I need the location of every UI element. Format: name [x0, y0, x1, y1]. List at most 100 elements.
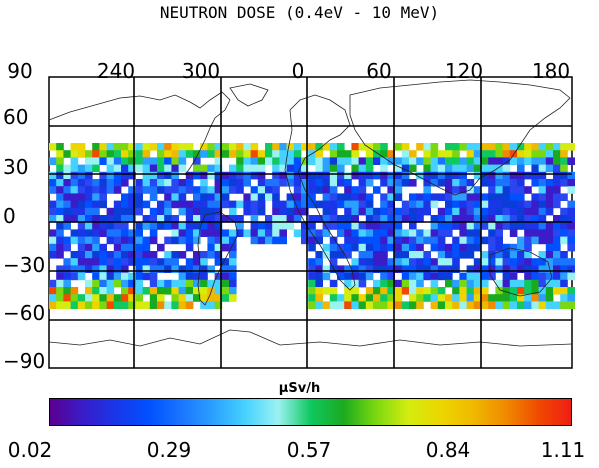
- dose-pixel: [178, 279, 187, 288]
- dose-pixel: [488, 186, 496, 194]
- dose-pixel: [207, 294, 215, 302]
- dose-pixel: [286, 143, 295, 151]
- dose-pixel: [344, 243, 352, 252]
- dose-pixel: [481, 236, 489, 245]
- dose-pixel: [128, 272, 136, 281]
- dose-pixel: [409, 258, 417, 266]
- dose-pixel: [308, 279, 316, 288]
- dose-pixel: [452, 150, 460, 158]
- dose-pixel: [509, 179, 518, 187]
- dose-pixel: [365, 251, 374, 259]
- dose-pixel: [157, 222, 165, 230]
- dose-pixel: [121, 200, 129, 209]
- dose-pixel: [517, 243, 525, 252]
- dose-pixel: [221, 171, 230, 180]
- dose-pixel: [329, 193, 338, 201]
- dose-pixel: [473, 143, 482, 151]
- dose-pixel: [423, 236, 431, 245]
- dose-pixel: [279, 171, 287, 180]
- dose-pixel: [286, 200, 295, 209]
- dose-pixel: [221, 258, 230, 266]
- dose-pixel: [502, 179, 511, 187]
- dose-pixel: [279, 229, 287, 237]
- dose-pixel: [430, 222, 439, 230]
- dose-pixel: [308, 236, 316, 245]
- dose-pixel: [85, 150, 93, 158]
- dose-pixel: [437, 251, 446, 259]
- dose-pixel: [236, 171, 244, 180]
- dose-pixel: [337, 215, 345, 223]
- dose-pixel: [365, 236, 374, 245]
- dose-pixel: [337, 171, 345, 180]
- dose-pixel: [473, 207, 482, 216]
- dose-pixel: [279, 143, 287, 151]
- dose-pixel: [545, 229, 554, 237]
- dose-pixel: [265, 222, 273, 230]
- dose-pixel: [193, 164, 201, 173]
- dose-pixel: [157, 179, 165, 187]
- dose-pixel: [99, 150, 107, 158]
- dose-pixel: [531, 200, 539, 209]
- dose-pixel: [466, 164, 475, 173]
- dose-pixel: [459, 179, 467, 187]
- dose-pixel: [200, 200, 208, 209]
- dose-pixel: [567, 200, 575, 209]
- dose-pixel: [301, 164, 309, 173]
- dose-pixel: [452, 222, 460, 230]
- dose-pixel: [560, 143, 568, 151]
- dose-pixel: [502, 143, 511, 151]
- dose-pixel: [157, 258, 165, 266]
- dose-pixel: [178, 222, 187, 230]
- dose-pixel: [452, 301, 460, 309]
- dose-pixel: [531, 272, 539, 281]
- dose-pixel: [517, 287, 525, 295]
- dose-pixel: [416, 200, 424, 209]
- dose-pixel: [142, 258, 151, 266]
- dose-pixel: [545, 186, 554, 194]
- dose-pixel: [394, 236, 403, 245]
- dose-pixel: [171, 179, 179, 187]
- dose-pixel: [229, 200, 237, 209]
- dose-pixel: [538, 193, 547, 201]
- dose-pixel: [401, 287, 410, 295]
- dose-pixel: [236, 164, 244, 173]
- dose-pixel: [70, 265, 79, 273]
- dose-pixel: [135, 279, 143, 288]
- dose-pixel: [257, 207, 266, 216]
- dose-pixel: [200, 215, 208, 223]
- dose-pixel: [437, 287, 446, 295]
- dose-pixel: [445, 251, 453, 259]
- dose-pixel: [121, 164, 129, 173]
- dose-pixel: [481, 215, 489, 223]
- dose-pixel: [185, 143, 194, 151]
- dose-pixel: [337, 150, 345, 158]
- dose-pixel: [452, 243, 460, 252]
- dose-pixel: [236, 143, 244, 151]
- dose-pixel: [481, 287, 489, 295]
- dose-pixel: [322, 301, 331, 309]
- dose-pixel: [351, 193, 359, 201]
- dose-pixel: [99, 215, 107, 223]
- dose-pixel: [243, 157, 251, 165]
- dose-pixel: [193, 207, 201, 216]
- dose-pixel: [135, 243, 143, 252]
- dose-pixel: [113, 200, 122, 209]
- dose-pixel: [70, 186, 79, 194]
- dose-pixel: [452, 164, 460, 173]
- dose-pixel: [473, 236, 482, 245]
- dose-pixel: [49, 200, 57, 209]
- dose-pixel: [358, 179, 367, 187]
- dose-pixel: [517, 164, 525, 173]
- dose-pixel: [85, 186, 93, 194]
- dose-pixel: [142, 243, 151, 252]
- dose-pixel: [164, 215, 172, 223]
- dose-pixel: [193, 294, 201, 302]
- dose-pixel: [495, 215, 503, 223]
- dose-pixel: [279, 164, 287, 173]
- dose-pixel: [423, 229, 431, 237]
- dose-pixel: [466, 157, 475, 165]
- dose-pixel: [243, 143, 251, 151]
- dose-pixel: [70, 157, 79, 165]
- dose-pixel: [121, 251, 129, 259]
- dose-pixel: [149, 301, 158, 309]
